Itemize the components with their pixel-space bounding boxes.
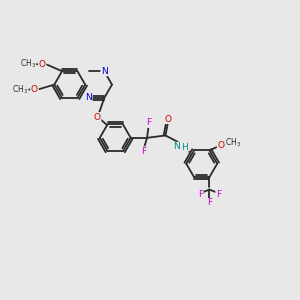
Text: O: O [94,112,101,122]
Text: N: N [85,94,92,103]
Text: F: F [198,190,203,200]
Text: F: F [146,118,151,127]
Text: O: O [31,85,38,94]
Text: O: O [164,115,171,124]
Text: N: N [173,142,180,151]
Text: CH$_3$: CH$_3$ [225,136,241,149]
Text: H: H [182,143,188,152]
Text: CH$_3$: CH$_3$ [20,58,36,70]
Text: N: N [101,67,108,76]
Text: F: F [216,190,221,200]
Text: F: F [142,147,147,156]
Text: F: F [207,198,212,207]
Text: CH$_3$: CH$_3$ [12,84,28,96]
Text: O: O [38,60,45,69]
Text: O: O [217,141,224,150]
